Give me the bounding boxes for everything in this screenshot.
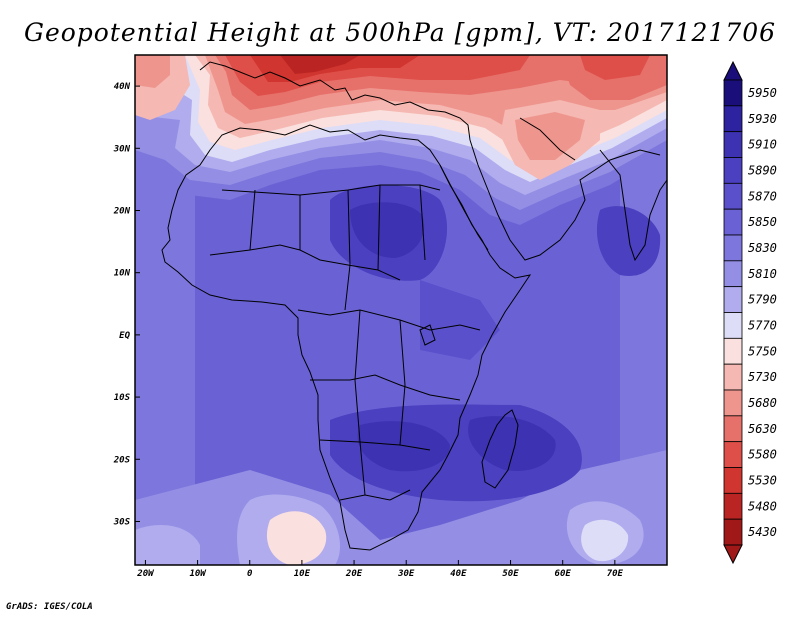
country-borders-meridional-3 bbox=[344, 189, 351, 311]
colorbar-swatch bbox=[723, 415, 743, 443]
y-tick-label: 40N bbox=[114, 82, 131, 92]
indian-trough-core bbox=[581, 519, 629, 562]
x-tick-label: 20E bbox=[345, 569, 363, 579]
colorbar-swatch bbox=[723, 363, 743, 391]
y-tick-label: 20N bbox=[113, 206, 131, 216]
x-tick-label: 20W bbox=[136, 569, 155, 579]
colorbar-swatch bbox=[723, 208, 743, 236]
country-borders-meridional-1 bbox=[377, 184, 381, 271]
country-borders-meridional-7 bbox=[249, 189, 256, 251]
grads-credit: GrADS: IGES/COLA bbox=[6, 602, 93, 612]
persian-gulf bbox=[519, 117, 576, 161]
colorbar-swatch bbox=[723, 157, 743, 184]
chart-title: Geopotential Height at 500hPa [gpm], VT:… bbox=[23, 18, 777, 47]
colorbar-label: 5750 bbox=[748, 344, 777, 358]
country-borders-southern-tip bbox=[339, 489, 411, 501]
colorbar-swatch bbox=[723, 441, 743, 468]
south-atlantic-trough-core bbox=[266, 511, 327, 565]
colorbar-swatch bbox=[723, 131, 743, 158]
y-tick-label: 10N bbox=[114, 269, 131, 279]
x-axis: 20W 10W 0 10E 20E 30E 40E 50E 60E 70E bbox=[136, 560, 624, 579]
atlantic-high-west-core bbox=[135, 55, 170, 88]
colorbar-label: 5680 bbox=[748, 396, 777, 410]
x-tick-label: 70E bbox=[607, 569, 624, 579]
country-borders-north bbox=[221, 184, 441, 196]
southern-africa-high-core bbox=[357, 421, 450, 472]
coastlines bbox=[161, 61, 667, 551]
colorbar-label: 5580 bbox=[748, 448, 777, 462]
arabia-core bbox=[515, 112, 585, 160]
colorbar-swatch bbox=[723, 492, 743, 520]
colorbar-swatch bbox=[723, 312, 743, 339]
east-africa-band bbox=[420, 280, 500, 360]
colorbar-label: 5430 bbox=[748, 525, 777, 539]
colorbar-label: 5480 bbox=[748, 499, 777, 513]
x-tick-label: 40E bbox=[450, 569, 467, 579]
country-borders-meridional-2 bbox=[419, 184, 426, 261]
madagascar-high-core bbox=[468, 416, 556, 471]
y-tick-label: 30S bbox=[113, 517, 131, 527]
red-sea bbox=[439, 164, 489, 251]
colorbar-swatch bbox=[723, 286, 743, 313]
colorbar-label: 5890 bbox=[748, 163, 777, 177]
madagascar bbox=[481, 409, 519, 489]
colorbar-swatch bbox=[723, 518, 743, 546]
colorbar-label: 5790 bbox=[748, 293, 777, 307]
india-coastline bbox=[599, 149, 667, 262]
country-borders-south bbox=[319, 439, 431, 451]
colorbar-swatch bbox=[723, 234, 743, 262]
colorbar-top-arrow bbox=[723, 60, 743, 81]
y-tick-label: EQ bbox=[119, 331, 130, 341]
colorbar-swatch bbox=[723, 105, 743, 133]
x-tick-label: 60E bbox=[555, 569, 572, 579]
y-tick-label: 20S bbox=[113, 455, 131, 465]
colorbar-label: 5810 bbox=[748, 267, 777, 281]
contour-field bbox=[135, 55, 667, 565]
plot-frame bbox=[134, 54, 668, 566]
x-tick-label: 30E bbox=[397, 569, 415, 579]
y-tick-label: 10S bbox=[114, 393, 131, 403]
colorbar-label: 5910 bbox=[748, 138, 777, 152]
colorbar-swatch bbox=[723, 389, 743, 417]
colorbar-swatch bbox=[723, 337, 743, 365]
lake-victoria bbox=[419, 324, 436, 346]
indian-ocean-high bbox=[596, 206, 661, 276]
band-5480 bbox=[280, 55, 360, 74]
country-borders-meridional-6 bbox=[354, 309, 366, 496]
colorbar-label: 5730 bbox=[748, 370, 777, 384]
colorbar-label: 5870 bbox=[748, 189, 777, 203]
colorbar-label: 5630 bbox=[748, 422, 777, 436]
europe-coastline bbox=[199, 61, 471, 141]
colorbar-label: 5830 bbox=[748, 241, 777, 255]
colorbar-swatch bbox=[723, 467, 743, 494]
country-borders-west bbox=[209, 244, 401, 281]
x-tick-label: 0 bbox=[247, 569, 253, 579]
y-axis: 40N 30N 20N 10N EQ 10S 20S 30S bbox=[113, 82, 140, 527]
colorbar-swatch bbox=[723, 79, 743, 107]
colorbar-label: 5850 bbox=[748, 215, 777, 229]
country-borders-meridional-5 bbox=[399, 319, 406, 446]
x-tick-label: 10E bbox=[294, 569, 311, 579]
colorbar-label: 5770 bbox=[748, 318, 777, 332]
colorbar: 5950 5930 5910 5890 5870 5850 5830 5810 5790 5770… bbox=[723, 60, 777, 565]
middle-east-core bbox=[580, 55, 650, 80]
colorbar-label: 5950 bbox=[748, 86, 777, 100]
colorbar-swatch bbox=[723, 182, 743, 210]
country-borders-south-central bbox=[310, 374, 461, 401]
sahara-high-core bbox=[350, 202, 425, 258]
colorbar-bottom-arrow bbox=[723, 544, 743, 565]
y-tick-label: 30N bbox=[113, 144, 131, 154]
colorbar-label: 5530 bbox=[748, 473, 777, 487]
colorbar-swatch bbox=[723, 260, 743, 288]
arabia-coastline bbox=[469, 139, 661, 261]
x-tick-label: 50E bbox=[502, 569, 519, 579]
southern-west-blob bbox=[135, 525, 200, 565]
colorbar-label: 5930 bbox=[748, 112, 777, 126]
x-tick-label: 10W bbox=[189, 569, 207, 579]
